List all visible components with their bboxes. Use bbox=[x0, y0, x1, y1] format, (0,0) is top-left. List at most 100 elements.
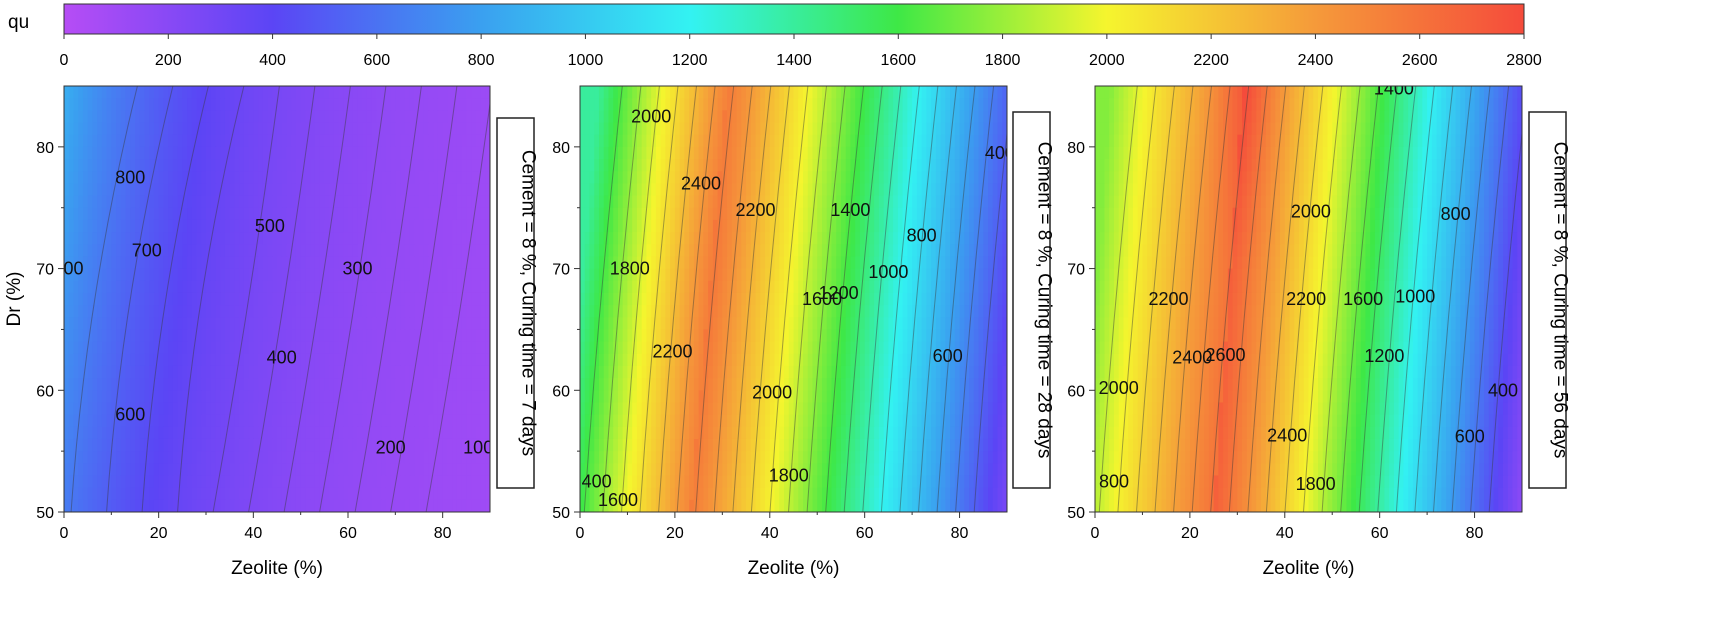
contour-cell bbox=[366, 487, 373, 501]
contour-cell bbox=[300, 183, 306, 197]
contour-cell bbox=[622, 134, 629, 148]
contour-cell bbox=[760, 207, 766, 221]
contour-cell bbox=[419, 280, 425, 294]
contour-cell bbox=[286, 159, 292, 172]
contour-cell bbox=[87, 329, 93, 343]
contour-cell bbox=[305, 171, 311, 184]
contour-cell bbox=[291, 256, 297, 270]
contour-cell bbox=[258, 146, 264, 160]
contour-cell bbox=[177, 451, 183, 464]
contour-cell bbox=[461, 256, 467, 270]
contour-cell bbox=[826, 207, 833, 221]
contour-cell bbox=[92, 122, 98, 136]
contour-cell bbox=[78, 475, 84, 489]
contour-cell bbox=[992, 159, 999, 172]
contour-cell bbox=[902, 159, 908, 172]
contour-cell bbox=[395, 487, 401, 501]
contour-cell bbox=[660, 280, 666, 294]
contour-cell bbox=[485, 463, 490, 477]
contour-cell bbox=[466, 353, 472, 367]
contour-cell bbox=[912, 134, 918, 148]
contour-cell bbox=[698, 268, 704, 282]
contour-cell bbox=[916, 86, 923, 99]
contour-cell bbox=[191, 122, 198, 136]
contour-cell bbox=[888, 134, 894, 148]
contour-cell bbox=[130, 195, 136, 209]
contour-cell bbox=[144, 110, 150, 124]
contour-cell bbox=[945, 280, 951, 294]
contour-cell bbox=[149, 98, 155, 111]
contour-cell bbox=[97, 305, 103, 318]
contour-cell bbox=[636, 146, 643, 160]
contour-cell bbox=[196, 341, 202, 355]
contour-cell bbox=[636, 305, 643, 318]
contour-cell bbox=[153, 159, 160, 172]
contour-cell bbox=[272, 256, 278, 270]
contour-cell bbox=[826, 134, 833, 148]
contour-cell bbox=[404, 122, 411, 136]
contour-cell bbox=[101, 207, 108, 221]
contour-cell bbox=[182, 378, 188, 391]
contour-cell bbox=[712, 207, 719, 221]
contour-cell bbox=[869, 110, 875, 124]
contour-cell bbox=[381, 86, 387, 99]
contour-cell bbox=[983, 122, 989, 136]
contour-cell bbox=[741, 146, 747, 160]
contour-cell bbox=[447, 438, 453, 452]
contour-cell bbox=[64, 86, 70, 99]
contour-cell bbox=[831, 98, 837, 111]
contour-cell bbox=[969, 219, 975, 233]
contour-cell bbox=[371, 268, 377, 282]
contour-cell bbox=[802, 305, 809, 318]
contour-cell bbox=[831, 207, 837, 221]
contour-cell bbox=[68, 280, 75, 294]
contour-cell bbox=[684, 268, 690, 282]
contour-cell bbox=[97, 353, 103, 367]
contour-cell bbox=[665, 268, 671, 282]
contour-cell bbox=[149, 390, 155, 404]
contour-cell bbox=[404, 98, 411, 111]
contour-cell bbox=[376, 426, 382, 440]
contour-cell bbox=[712, 305, 719, 318]
contour-cell bbox=[931, 86, 937, 99]
contour-cell bbox=[888, 183, 894, 197]
contour-cell bbox=[926, 146, 932, 160]
contour-cell bbox=[684, 146, 690, 160]
contour-cell bbox=[139, 219, 146, 233]
contour-cell bbox=[262, 86, 269, 99]
contour-cell bbox=[727, 244, 733, 257]
contour-cell bbox=[627, 86, 633, 99]
contour-cell bbox=[101, 329, 108, 343]
contour-cell bbox=[390, 414, 396, 428]
contour-cell bbox=[106, 207, 112, 221]
contour-cell bbox=[149, 341, 155, 355]
contour-cell bbox=[935, 244, 942, 257]
contour-cell bbox=[746, 146, 752, 160]
contour-cell bbox=[684, 305, 690, 318]
contour-cell bbox=[665, 146, 671, 160]
contour-cell bbox=[755, 207, 761, 221]
contour-cell bbox=[130, 487, 136, 501]
contour-cell bbox=[864, 232, 871, 245]
contour-cell bbox=[959, 244, 965, 257]
contour-cell bbox=[187, 499, 193, 512]
contour-cell bbox=[485, 122, 490, 136]
contour-cell bbox=[817, 195, 823, 209]
contour-cell bbox=[897, 244, 904, 257]
contour-cell bbox=[371, 390, 377, 404]
contour-cell bbox=[912, 268, 918, 282]
contour-cell bbox=[608, 280, 614, 294]
contour-cell bbox=[101, 159, 108, 172]
contour-cell bbox=[475, 134, 482, 148]
contour-cell bbox=[812, 232, 818, 245]
contour-cell bbox=[348, 329, 354, 343]
contour-cell bbox=[660, 159, 666, 172]
contour-cell bbox=[826, 305, 833, 318]
contour-cell bbox=[120, 402, 127, 416]
contour-cell bbox=[172, 256, 179, 270]
contour-cell bbox=[229, 341, 235, 355]
contour-cell bbox=[338, 341, 344, 355]
contour-cell bbox=[135, 329, 141, 343]
contour-cell bbox=[120, 426, 127, 440]
contour-cell bbox=[248, 256, 254, 270]
